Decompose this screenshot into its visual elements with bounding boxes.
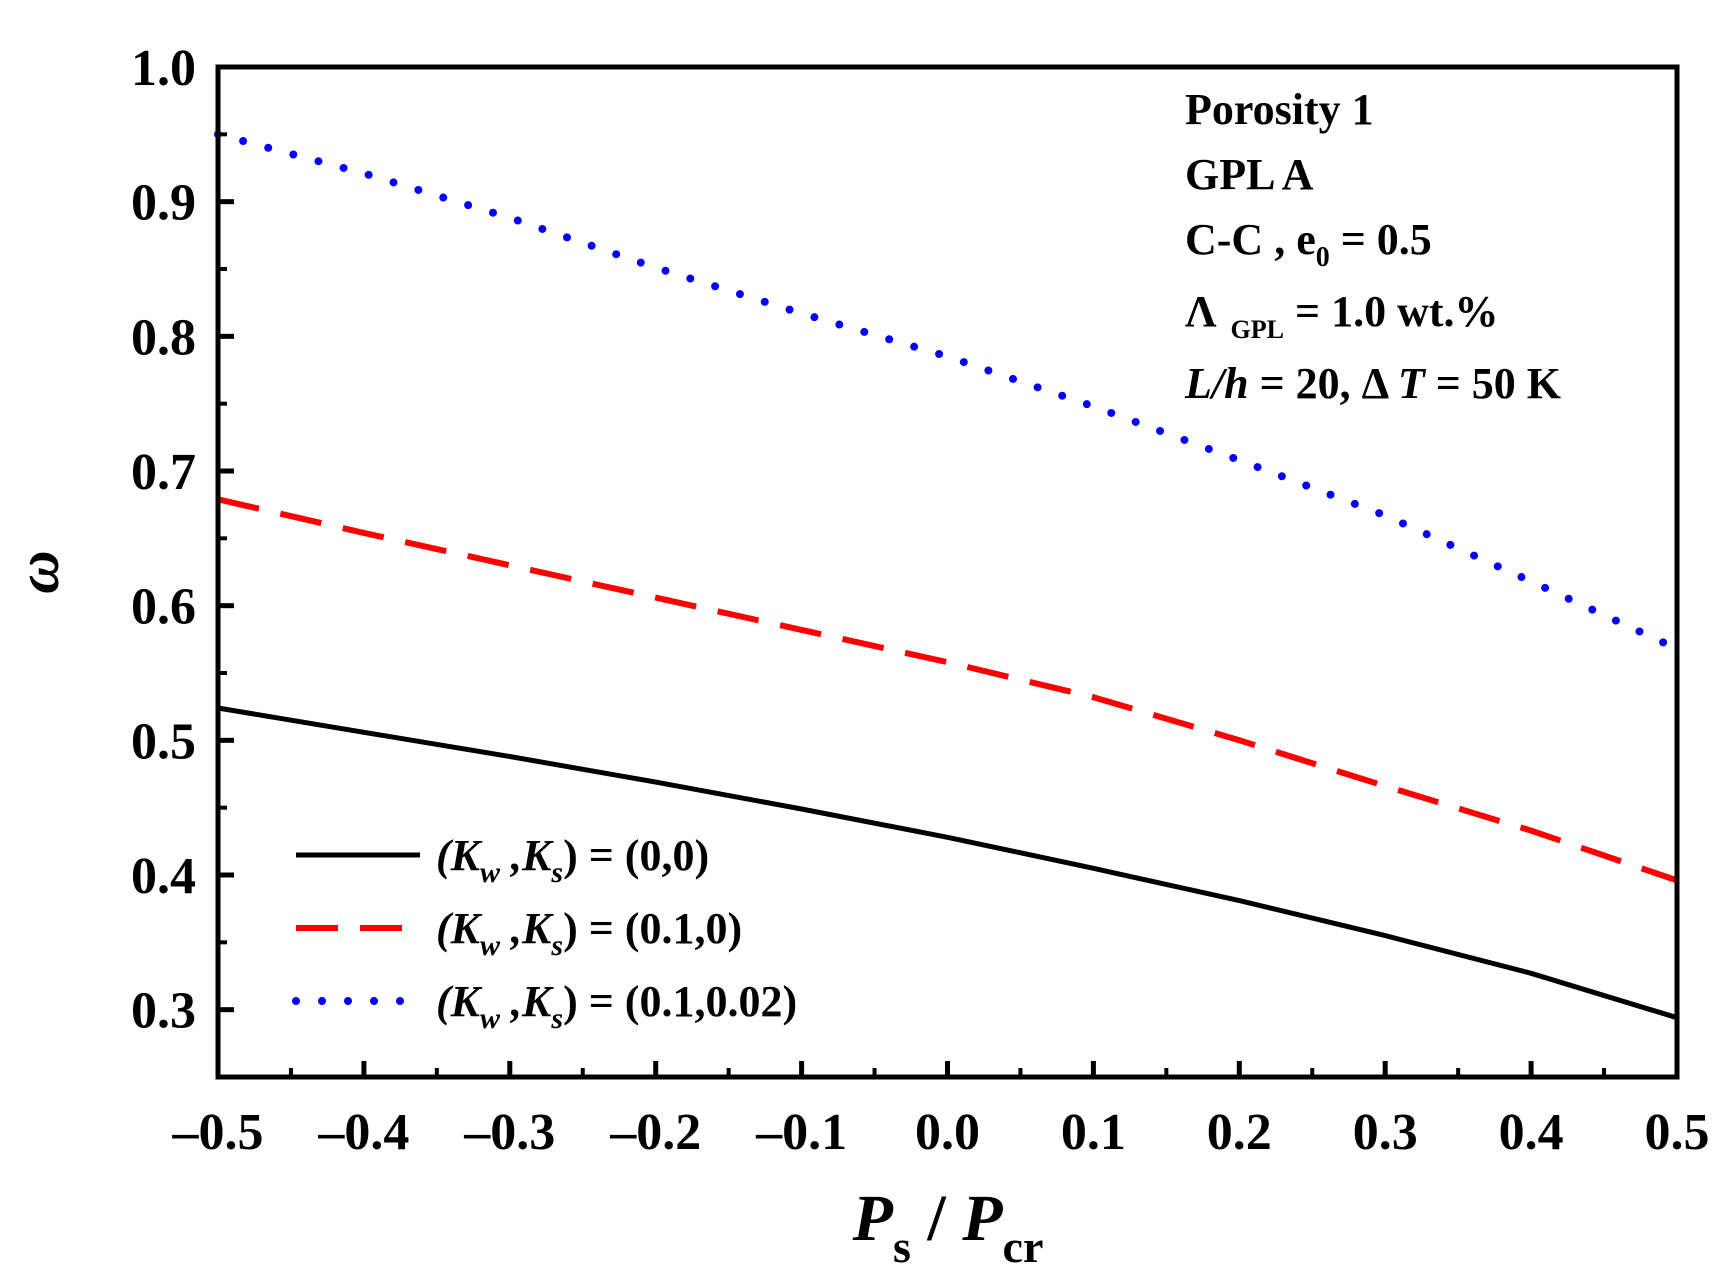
x-axis-title-p2: P <box>961 1182 1003 1255</box>
y-tick-label: 1.0 <box>131 40 196 97</box>
y-tick-label: 0.9 <box>131 175 196 232</box>
x-tick-label: 0.4 <box>1499 1104 1564 1161</box>
annotation-dt-value: = 50 K <box>1425 359 1561 408</box>
x-tick-label: 0.2 <box>1207 1104 1272 1161</box>
y-axis-title: ω <box>5 550 71 593</box>
legend-label-2: (Kw ,Ks) = (0.1,0.02) <box>436 977 797 1035</box>
y-tick-label: 0.7 <box>131 444 196 501</box>
y-tick-label: 0.8 <box>131 309 196 366</box>
annotation-cc-prefix: C-C , e <box>1185 215 1316 264</box>
x-tick-label: –0.4 <box>317 1104 409 1161</box>
annotation-lambda-sub: GPL <box>1231 315 1284 344</box>
annotation-lh-dt: L/h = 20, Δ T = 50 K <box>1184 359 1561 408</box>
annotation-cc-e0: C-C , e0 = 0.5 <box>1185 215 1432 273</box>
annotation-lambda-gpl: Λ GPL = 1.0 wt.% <box>1185 287 1499 344</box>
annotation-lambda-value: = 1.0 wt.% <box>1284 287 1499 336</box>
annotation-porosity: Porosity 1 <box>1185 85 1374 134</box>
x-tick-label: 0.5 <box>1645 1104 1710 1161</box>
x-axis-title-sub-s: s <box>893 1221 911 1272</box>
annotation-lh-value: = 20, Δ <box>1249 359 1398 408</box>
y-tick-label: 0.4 <box>131 848 196 905</box>
series-line-1 <box>217 496 1678 884</box>
x-axis-ticks: –0.5 –0.4 –0.3 –0.2 –0.1 0.0 0.1 0.2 0.3 0.4 0.5 <box>172 1061 1710 1161</box>
x-tick-label: –0.3 <box>463 1104 555 1161</box>
annotation-e0-sub: 0 <box>1316 242 1330 273</box>
legend: (Kw ,Ks) = (0,0) (Kw ,Ks) = (0.1,0) (Kw … <box>292 831 797 1035</box>
x-axis-title: Ps / Pcr <box>852 1182 1044 1272</box>
y-axis-ticks: 0.3 0.4 0.5 0.6 0.7 0.8 0.9 1.0 <box>131 40 234 1040</box>
annotation-lambda: Λ <box>1185 287 1217 336</box>
y-tick-label: 0.6 <box>131 579 196 636</box>
x-tick-label: –0.5 <box>172 1104 264 1161</box>
x-axis-title-sep: / <box>911 1182 962 1255</box>
y-tick-label: 0.5 <box>131 713 196 770</box>
series-line-0 <box>217 705 1678 1021</box>
legend-label-1: (Kw ,Ks) = (0.1,0) <box>436 904 742 962</box>
annotation-block: Porosity 1 GPL A C-C , e0 = 0.5 Λ GPL = 1… <box>1184 85 1561 408</box>
annotation-e0-value: = 0.5 <box>1330 215 1432 264</box>
annotation-gpl: GPL A <box>1185 150 1314 199</box>
x-tick-label: 0.1 <box>1061 1104 1126 1161</box>
annotation-t: T <box>1398 359 1427 408</box>
legend-label-0: (Kw ,Ks) = (0,0) <box>436 831 709 889</box>
x-tick-label: –0.1 <box>755 1104 847 1161</box>
series-layer <box>214 130 1681 1021</box>
x-axis-title-sub-cr: cr <box>1003 1221 1044 1272</box>
x-tick-label: –0.2 <box>609 1104 701 1161</box>
annotation-lh: L/h <box>1184 359 1249 408</box>
x-axis-title-p: P <box>852 1182 894 1255</box>
x-tick-label: 0.0 <box>915 1104 980 1161</box>
x-tick-label: 0.3 <box>1353 1104 1418 1161</box>
y-tick-label: 0.3 <box>131 983 196 1040</box>
